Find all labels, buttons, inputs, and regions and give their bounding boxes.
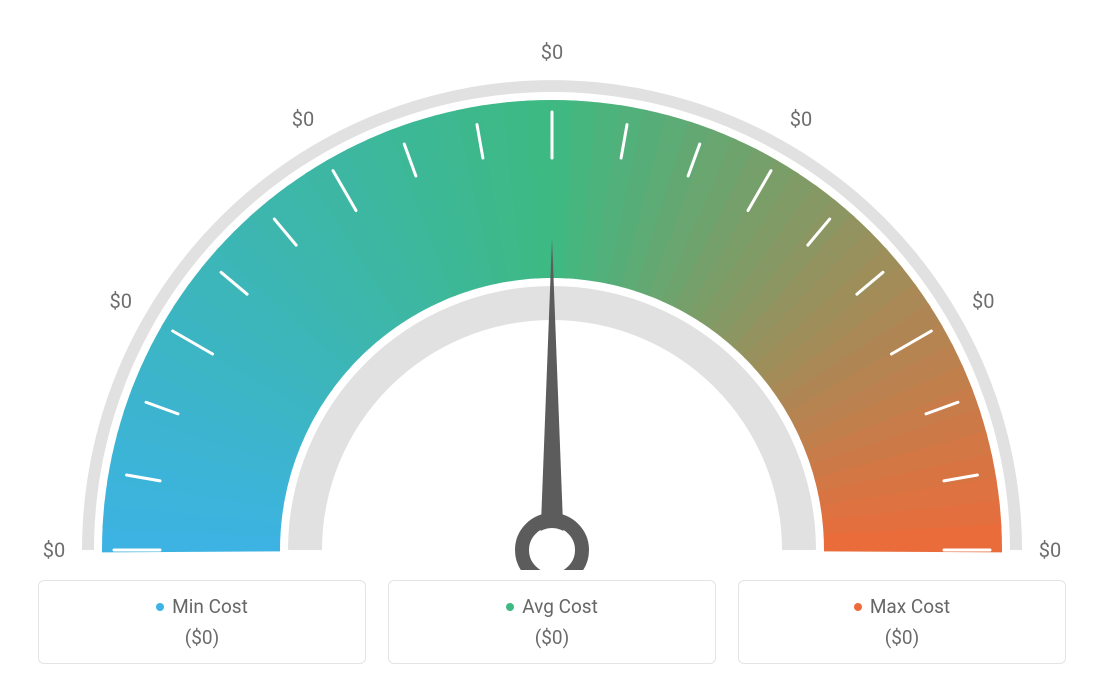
legend-value-avg: ($0): [399, 626, 705, 649]
legend-label-min: Min Cost: [156, 595, 248, 618]
legend-label-max-text: Max Cost: [870, 595, 950, 618]
legend-dot-max: [854, 603, 862, 611]
legend-label-avg-text: Avg Cost: [522, 595, 598, 618]
legend-card-avg: Avg Cost ($0): [388, 580, 716, 664]
legend-label-avg: Avg Cost: [506, 595, 598, 618]
legend-label-max: Max Cost: [854, 595, 950, 618]
gauge-scale-label: $0: [109, 289, 131, 313]
gauge-scale-label: $0: [292, 107, 314, 131]
legend-row: Min Cost ($0) Avg Cost ($0) Max Cost ($0…: [38, 580, 1066, 664]
legend-card-max: Max Cost ($0): [738, 580, 1066, 664]
legend-value-min: ($0): [49, 626, 355, 649]
gauge-scale-label: $0: [1039, 538, 1061, 562]
gauge-scale-label: $0: [790, 107, 812, 131]
gauge-chart: [52, 10, 1052, 570]
gauge-scale-label: $0: [43, 538, 65, 562]
gauge-scale-label: $0: [541, 40, 563, 64]
legend-label-min-text: Min Cost: [172, 595, 248, 618]
gauge-scale-label: $0: [972, 289, 994, 313]
legend-dot-avg: [506, 603, 514, 611]
gauge-needle: [540, 238, 564, 550]
legend-card-min: Min Cost ($0): [38, 580, 366, 664]
legend-value-max: ($0): [749, 626, 1055, 649]
legend-dot-min: [156, 603, 164, 611]
gauge-container: $0$0$0$0$0$0$0: [52, 10, 1052, 570]
